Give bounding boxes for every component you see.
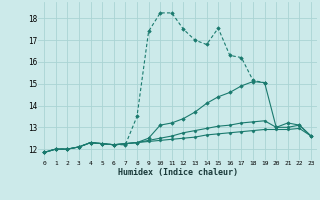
X-axis label: Humidex (Indice chaleur): Humidex (Indice chaleur)	[118, 168, 238, 177]
